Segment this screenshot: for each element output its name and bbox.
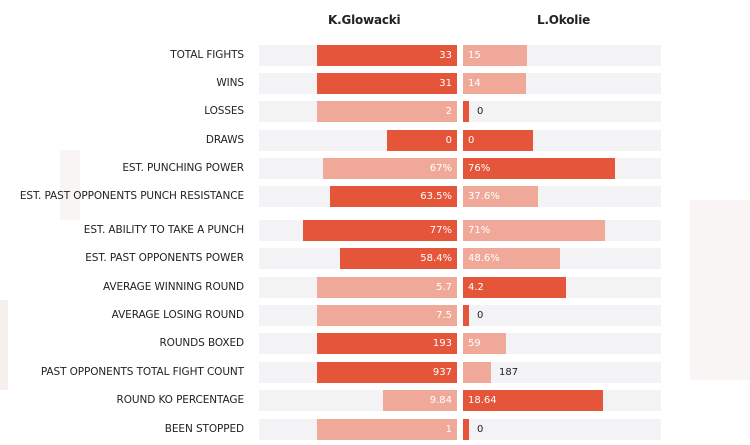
bar-left: 77%: [303, 220, 457, 241]
bar-right: 15: [463, 45, 527, 66]
row-label: TOTAL FIGHTS: [170, 48, 244, 61]
chart-row: ROUND KO PERCENTAGE 9.84 18.64: [0, 388, 750, 412]
bar-right: 14: [463, 73, 526, 94]
bar-right: [463, 362, 491, 383]
chart-row: ROUNDS BOXED 193 59: [0, 331, 750, 355]
row-label: EST. PUNCHING POWER: [122, 161, 244, 174]
row-label: EST. PAST OPPONENTS PUNCH RESISTANCE: [19, 189, 244, 202]
chart-row: EST. PAST OPPONENTS POWER 58.4% 48.6%: [0, 246, 750, 270]
bar-right: 4.2: [463, 277, 566, 298]
bar-left: 2: [317, 101, 457, 122]
chart-row: EST. PUNCHING POWER 67% 76%: [0, 156, 750, 180]
decor-shape: [60, 150, 80, 220]
track-right: [463, 419, 661, 440]
value-label-right: 0: [477, 106, 484, 117]
row-label: LOSSES: [204, 104, 244, 117]
chart-row: AVERAGE LOSING ROUND 7.5 0: [0, 303, 750, 327]
bar-right: 37.6%: [463, 186, 538, 207]
row-label: PAST OPPONENTS TOTAL FIGHT COUNT: [40, 365, 244, 378]
bar-right: 71%: [463, 220, 605, 241]
row-label: ROUND KO PERCENTAGE: [116, 393, 245, 406]
decor-shape: [0, 300, 8, 390]
bar-left: 937: [317, 362, 457, 383]
chart-row: BEEN STOPPED 1 0: [0, 417, 750, 441]
bar-left: 193: [317, 333, 457, 354]
chart-row: TOTAL FIGHTS 33 15: [0, 43, 750, 67]
decor-shape: [690, 200, 750, 380]
bar-right: [463, 305, 469, 326]
bar-left: 31: [317, 73, 457, 94]
bar-left: 7.5: [317, 305, 457, 326]
chart-row: PAST OPPONENTS TOTAL FIGHT COUNT 937 187: [0, 360, 750, 384]
value-label-right: 187: [499, 367, 519, 378]
bar-right: [463, 419, 469, 440]
bar-left: 9.84: [383, 390, 457, 411]
track-right: [463, 305, 661, 326]
value-label-right: 0: [477, 310, 484, 321]
bar-right: 0: [463, 130, 533, 151]
bar-left: 33: [317, 45, 457, 66]
chart-row: AVERAGE WINNING ROUND 5.7 4.2: [0, 275, 750, 299]
bar-right: 76%: [463, 158, 615, 179]
bar-right: 59: [463, 333, 506, 354]
bar-left: 67%: [323, 158, 457, 179]
value-label-right: 0: [477, 424, 484, 435]
chart-row: LOSSES 2 0: [0, 99, 750, 123]
track-right: [463, 101, 661, 122]
chart-row: DRAWS 0 0: [0, 128, 750, 152]
fighter-left-name: K.Glowacki: [328, 13, 401, 27]
row-label: DRAWS: [205, 133, 244, 146]
bar-left: 63.5%: [330, 186, 457, 207]
row-label: WINS: [216, 76, 244, 89]
chart-row: EST. ABILITY TO TAKE A PUNCH 77% 71%: [0, 218, 750, 242]
row-label: EST. PAST OPPONENTS POWER: [85, 251, 244, 264]
bar-left: 5.7: [317, 277, 457, 298]
bar-left: 58.4%: [340, 248, 457, 269]
row-label: EST. ABILITY TO TAKE A PUNCH: [83, 223, 244, 236]
bar-right: [463, 101, 469, 122]
chart-row: WINS 31 14: [0, 71, 750, 95]
track-right: [463, 362, 661, 383]
bar-left: 1: [317, 419, 457, 440]
row-label: BEEN STOPPED: [164, 422, 244, 435]
chart-row: EST. PAST OPPONENTS PUNCH RESISTANCE 63.5…: [0, 184, 750, 208]
bar-right: 48.6%: [463, 248, 560, 269]
track-right: [463, 333, 661, 354]
fighter-right-name: L.Okolie: [537, 13, 591, 27]
row-label: AVERAGE WINNING ROUND: [102, 280, 244, 293]
bar-right: 18.64: [463, 390, 603, 411]
row-label: AVERAGE LOSING ROUND: [111, 308, 244, 321]
bar-left: 0: [387, 130, 457, 151]
row-label: ROUNDS BOXED: [159, 336, 244, 349]
